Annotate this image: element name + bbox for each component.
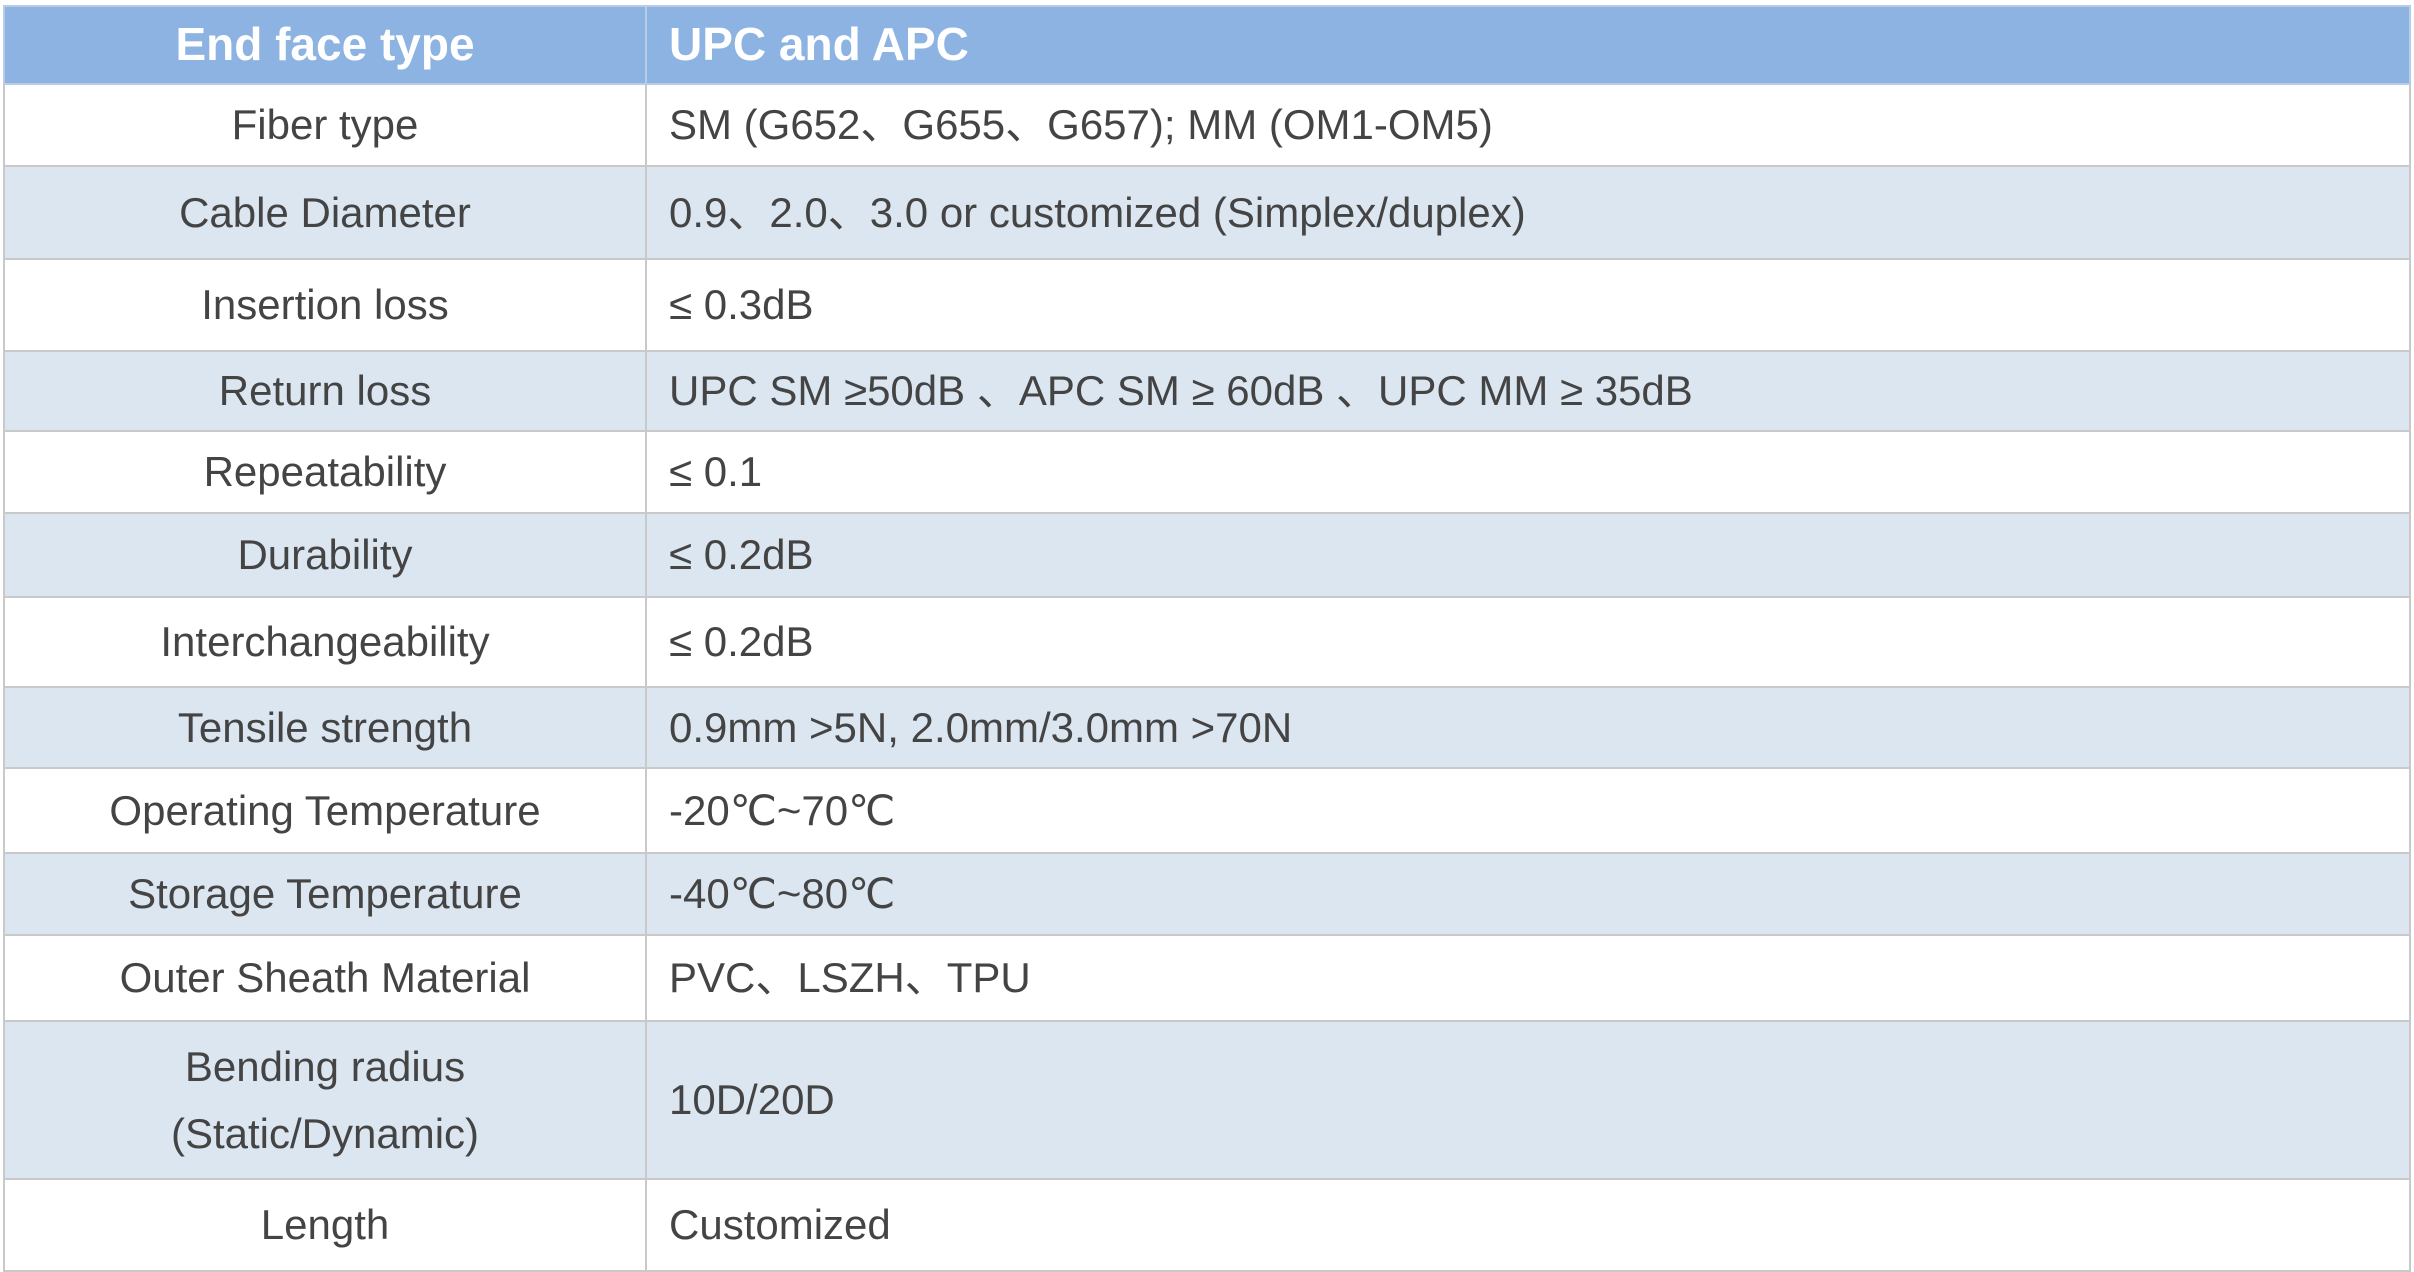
row-value: -20℃~70℃ <box>645 767 2411 854</box>
row-value: Customized <box>645 1178 2411 1272</box>
table-row: Fiber type SM (G652、G655、G657); MM (OM1-O… <box>3 83 2411 167</box>
table-row: Bending radius (Static/Dynamic) 10D/20D <box>3 1020 2411 1180</box>
header-value: UPC and APC <box>645 5 2411 85</box>
table-row: Cable Diameter 0.9、2.0、3.0 or customized … <box>3 165 2411 260</box>
row-value: ≤ 0.2dB <box>645 512 2411 598</box>
row-key: Length <box>3 1178 647 1272</box>
row-value: ≤ 0.1 <box>645 430 2411 514</box>
header-key: End face type <box>3 5 647 85</box>
row-value: ≤ 0.2dB <box>645 596 2411 688</box>
row-value: 0.9、2.0、3.0 or customized (Simplex/duple… <box>645 165 2411 260</box>
row-key: Cable Diameter <box>3 165 647 260</box>
table-row: Durability ≤ 0.2dB <box>3 512 2411 598</box>
row-value: ≤ 0.3dB <box>645 258 2411 352</box>
row-key: Fiber type <box>3 83 647 167</box>
row-key: Interchangeability <box>3 596 647 688</box>
table-row: Outer Sheath Material PVC、LSZH、TPU <box>3 934 2411 1022</box>
table-row: Length Customized <box>3 1178 2411 1272</box>
row-value: UPC SM ≥50dB 、APC SM ≥ 60dB 、UPC MM ≥ 35… <box>645 350 2411 432</box>
row-value: PVC、LSZH、TPU <box>645 934 2411 1022</box>
table-row: Return loss UPC SM ≥50dB 、APC SM ≥ 60dB 、… <box>3 350 2411 432</box>
row-key: Durability <box>3 512 647 598</box>
row-key: Outer Sheath Material <box>3 934 647 1022</box>
table-row: Operating Temperature -20℃~70℃ <box>3 767 2411 854</box>
row-key: Tensile strength <box>3 686 647 769</box>
table-row: Storage Temperature -40℃~80℃ <box>3 852 2411 936</box>
table-row: Insertion loss ≤ 0.3dB <box>3 258 2411 352</box>
row-value: -40℃~80℃ <box>645 852 2411 936</box>
row-value: 0.9mm >5N, 2.0mm/3.0mm >70N <box>645 686 2411 769</box>
row-value: SM (G652、G655、G657); MM (OM1-OM5) <box>645 83 2411 167</box>
table-header-row: End face type UPC and APC <box>3 5 2411 85</box>
row-key: Bending radius (Static/Dynamic) <box>3 1020 647 1180</box>
row-key: Insertion loss <box>3 258 647 352</box>
row-key: Repeatability <box>3 430 647 514</box>
row-key: Operating Temperature <box>3 767 647 854</box>
row-key: Storage Temperature <box>3 852 647 936</box>
row-key: Return loss <box>3 350 647 432</box>
table-row: Tensile strength 0.9mm >5N, 2.0mm/3.0mm >… <box>3 686 2411 769</box>
table-row: Interchangeability ≤ 0.2dB <box>3 596 2411 688</box>
spec-table: End face type UPC and APC Fiber type SM (… <box>3 5 2411 1272</box>
table-row: Repeatability ≤ 0.1 <box>3 430 2411 514</box>
row-value: 10D/20D <box>645 1020 2411 1180</box>
